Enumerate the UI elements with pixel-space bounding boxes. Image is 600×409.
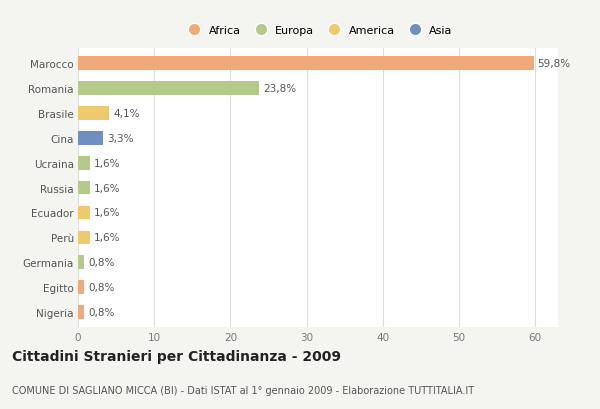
Bar (78, 82, 259, 96)
Bar (78, 157, 90, 170)
Text: 3,3%: 3,3% (107, 133, 133, 144)
Bar (78, 306, 84, 319)
Text: 0,8%: 0,8% (88, 307, 114, 317)
Text: 0,8%: 0,8% (88, 258, 114, 267)
Bar (78, 231, 90, 245)
Text: 23,8%: 23,8% (263, 84, 296, 94)
Text: 1,6%: 1,6% (94, 233, 121, 243)
Text: COMUNE DI SAGLIANO MICCA (BI) - Dati ISTAT al 1° gennaio 2009 - Elaborazione TUT: COMUNE DI SAGLIANO MICCA (BI) - Dati IST… (12, 384, 474, 395)
Text: 0,8%: 0,8% (88, 283, 114, 292)
Text: 4,1%: 4,1% (113, 109, 140, 119)
Text: 59,8%: 59,8% (538, 59, 571, 69)
Text: 1,6%: 1,6% (94, 183, 121, 193)
Bar (78, 281, 84, 294)
Legend: Africa, Europa, America, Asia: Africa, Europa, America, Asia (179, 21, 457, 40)
Bar (78, 132, 103, 145)
Bar (78, 256, 84, 270)
Bar (78, 181, 90, 195)
Text: Cittadini Stranieri per Cittadinanza - 2009: Cittadini Stranieri per Cittadinanza - 2… (12, 349, 341, 363)
Bar (78, 206, 90, 220)
Bar (78, 57, 533, 71)
Text: 1,6%: 1,6% (94, 208, 121, 218)
Bar (78, 107, 109, 121)
Text: 1,6%: 1,6% (94, 158, 121, 168)
